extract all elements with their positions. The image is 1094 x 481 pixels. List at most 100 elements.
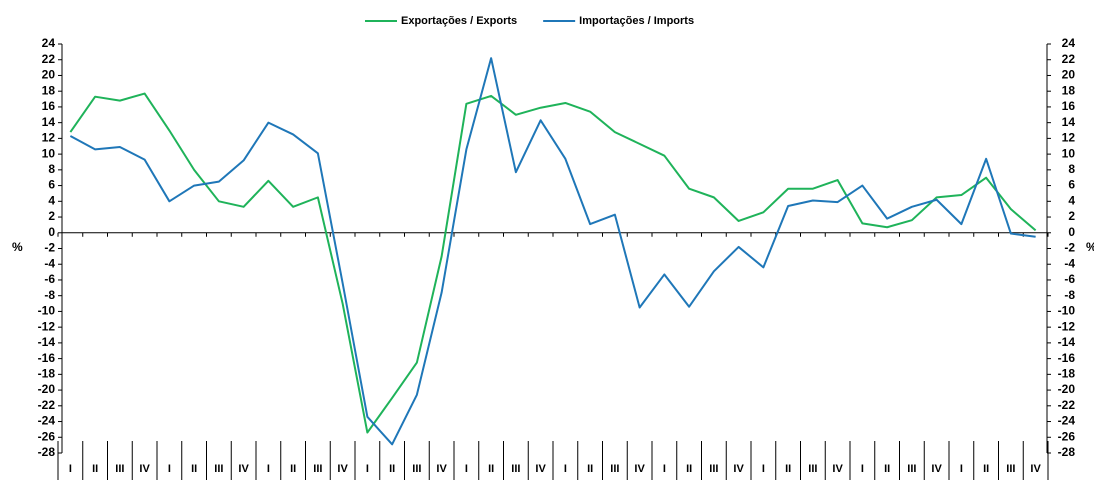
x-tick-label: I: [762, 463, 765, 475]
legend-label: Importações / Imports: [579, 15, 694, 27]
x-tick-label: III: [412, 463, 421, 475]
x-tick-label: IV: [832, 463, 843, 475]
legend-label: Exportações / Exports: [401, 15, 517, 27]
x-tick-label: II: [785, 463, 791, 475]
y2-tick-label: 2: [1068, 209, 1075, 223]
y2-tick-label: -28: [1058, 445, 1076, 459]
y-tick-label: 6: [48, 178, 55, 192]
y2-tick-label: 24: [1062, 36, 1076, 50]
x-tick-label: II: [983, 463, 989, 475]
x-tick-label: IV: [238, 463, 249, 475]
y-tick-label: -16: [38, 351, 56, 365]
y-tick-label: -6: [44, 272, 55, 286]
y2-tick-label: -8: [1064, 288, 1075, 302]
x-tick-label: I: [960, 463, 963, 475]
x-tick-label: I: [564, 463, 567, 475]
x-tick-label: III: [511, 463, 520, 475]
x-tick-label: I: [366, 463, 369, 475]
y2-tick-label: 12: [1062, 131, 1076, 145]
y2-tick-label: -6: [1064, 272, 1075, 286]
y2-tick-label: -16: [1058, 351, 1076, 365]
x-tick-label: III: [808, 463, 817, 475]
series-line: [69, 57, 1036, 446]
y2-tick-label: -4: [1064, 256, 1075, 270]
y2-tick-label: -18: [1058, 367, 1076, 381]
y2-tick-label: 8: [1068, 162, 1075, 176]
y2-tick-label: -12: [1058, 319, 1076, 333]
y2-axis-label: %: [1086, 240, 1094, 254]
x-tick-label: IV: [139, 463, 150, 475]
y-tick-label: 20: [42, 68, 56, 82]
x-tick-label: I: [663, 463, 666, 475]
x-tick-label: III: [214, 463, 223, 475]
x-tick-label: II: [92, 463, 98, 475]
y2-tick-label: 14: [1062, 115, 1076, 129]
y2-tick-label: 22: [1062, 52, 1076, 66]
x-tick-label: III: [1006, 463, 1015, 475]
y2-tick-label: -24: [1058, 414, 1076, 428]
x-tick-label: II: [686, 463, 692, 475]
x-tick-label: IV: [337, 463, 348, 475]
x-tick-label: IV: [1030, 463, 1041, 475]
y2-tick-label: 10: [1062, 146, 1076, 160]
x-tick-label: IV: [634, 463, 645, 475]
y-tick-label: 8: [48, 162, 55, 176]
y2-tick-label: 16: [1062, 99, 1076, 113]
y-tick-label: 22: [42, 52, 56, 66]
x-tick-label: III: [907, 463, 916, 475]
x-tick-label: IV: [436, 463, 447, 475]
y-tick-label: -26: [38, 429, 56, 443]
y-tick-label: 10: [42, 146, 56, 160]
y-tick-label: -10: [38, 304, 56, 318]
y-tick-label: -8: [44, 288, 55, 302]
y-tick-label: -2: [44, 241, 55, 255]
x-tick-label: II: [488, 463, 494, 475]
y-tick-label: 4: [48, 193, 55, 207]
y-tick-label: 24: [42, 36, 56, 50]
y-tick-label: 12: [42, 131, 56, 145]
y2-tick-label: 0: [1068, 225, 1075, 239]
x-tick-label: III: [610, 463, 619, 475]
y2-tick-label: -2: [1064, 241, 1075, 255]
y-tick-label: 14: [42, 115, 56, 129]
y2-tick-label: -10: [1058, 304, 1076, 318]
y-tick-label: 16: [42, 99, 56, 113]
y2-tick-label: 6: [1068, 178, 1075, 192]
y2-tick-label: -26: [1058, 429, 1076, 443]
y-tick-label: -22: [38, 398, 56, 412]
y2-tick-label: -14: [1058, 335, 1076, 349]
y-tick-label: -4: [44, 256, 55, 270]
x-tick-label: II: [389, 463, 395, 475]
x-tick-label: II: [290, 463, 296, 475]
x-tick-label: IV: [931, 463, 942, 475]
x-tick-label: III: [313, 463, 322, 475]
y2-tick-label: 18: [1062, 83, 1076, 97]
x-tick-label: I: [465, 463, 468, 475]
y-tick-label: -14: [38, 335, 56, 349]
y-tick-label: -12: [38, 319, 56, 333]
x-tick-label: IV: [733, 463, 744, 475]
y2-tick-label: -20: [1058, 382, 1076, 396]
y-tick-label: 0: [48, 225, 55, 239]
x-tick-label: I: [69, 463, 72, 475]
x-tick-label: III: [709, 463, 718, 475]
y-tick-label: -18: [38, 367, 56, 381]
y2-tick-label: -22: [1058, 398, 1076, 412]
y-tick-label: -20: [38, 382, 56, 396]
y-tick-label: -24: [38, 414, 56, 428]
x-tick-label: I: [861, 463, 864, 475]
x-tick-label: II: [191, 463, 197, 475]
y-axis-label: %: [12, 240, 23, 254]
y-tick-label: 18: [42, 83, 56, 97]
x-tick-label: II: [587, 463, 593, 475]
x-tick-label: I: [168, 463, 171, 475]
x-tick-label: I: [267, 463, 270, 475]
y-tick-label: -28: [38, 445, 56, 459]
y-tick-label: 2: [48, 209, 55, 223]
series-line: [69, 92, 1037, 434]
y2-tick-label: 4: [1068, 193, 1075, 207]
y2-tick-label: 20: [1062, 68, 1076, 82]
x-tick-label: II: [884, 463, 890, 475]
